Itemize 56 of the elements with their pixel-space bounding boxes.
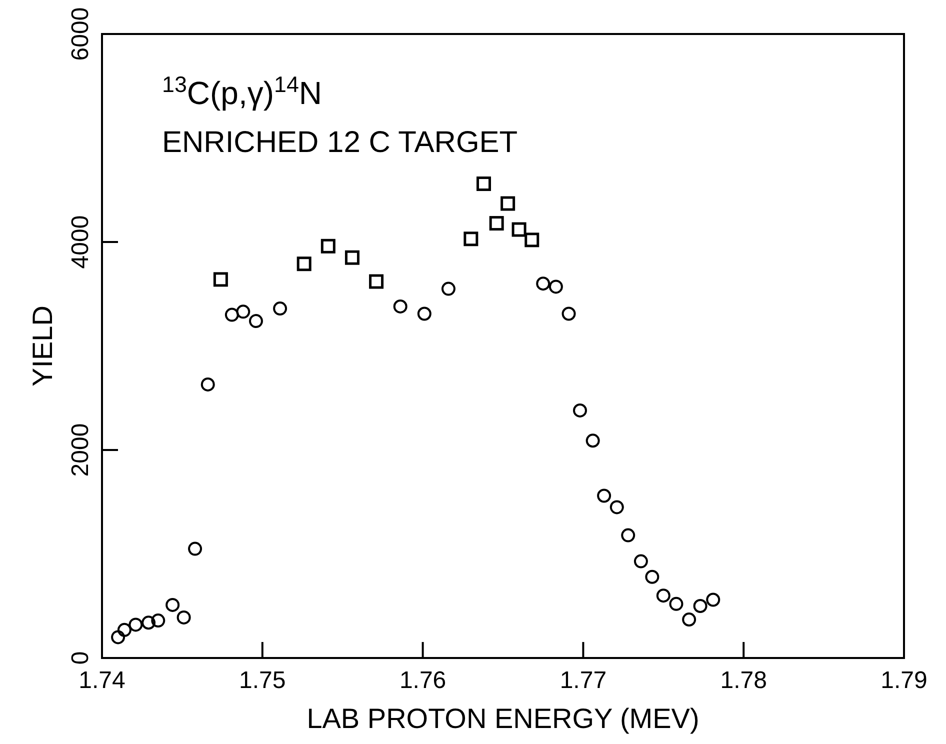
point: [548, 280, 563, 294]
point: [597, 488, 612, 503]
x-tick-label: 1.78: [720, 667, 767, 694]
point: [621, 528, 636, 542]
y-axis-title: YIELD: [27, 306, 58, 386]
x-axis-title: LAB PROTON ENERGY (MEV): [306, 703, 700, 734]
point: [586, 434, 600, 448]
point: [142, 616, 156, 630]
point: [111, 630, 126, 644]
point: [151, 614, 166, 628]
text: ENRICHED 12 C TARGET: [162, 126, 518, 159]
point: [706, 592, 720, 607]
point: [669, 596, 684, 611]
point: [476, 176, 491, 192]
point: [524, 232, 540, 248]
point: [682, 612, 696, 627]
point: [656, 588, 670, 603]
x-tick-label: 1.77: [560, 667, 607, 694]
point: [464, 232, 478, 246]
point: [634, 554, 648, 568]
point: [369, 274, 384, 289]
y-tick-label: 6000: [67, 7, 94, 61]
x-tick-label: 1.76: [399, 667, 446, 694]
point: [536, 276, 550, 291]
point: [393, 299, 408, 314]
point: [562, 306, 576, 321]
point: [200, 377, 215, 392]
point: [296, 256, 312, 272]
point: [224, 308, 239, 322]
point: [610, 500, 624, 514]
point: [441, 282, 456, 296]
point: [117, 622, 132, 637]
point: [417, 306, 432, 321]
point: [500, 196, 516, 211]
point: [320, 238, 336, 254]
point: [188, 542, 202, 556]
point: [236, 304, 250, 319]
y-tick-label: 0: [67, 651, 94, 665]
y-tick-label: 2000: [67, 423, 94, 477]
point: [344, 250, 360, 265]
point: [572, 403, 587, 418]
y-tick-label: 4000: [67, 215, 94, 269]
point: [213, 272, 228, 287]
point: [176, 610, 191, 624]
point: [693, 599, 708, 613]
x-tick-label: 1.75: [239, 667, 286, 694]
x-tick-label: 1.74: [78, 667, 126, 694]
point: [128, 618, 143, 632]
point: [166, 598, 180, 612]
point: [645, 570, 660, 584]
point: [248, 314, 263, 328]
point: [512, 222, 526, 237]
point: [489, 216, 504, 231]
text: $^{13}$C(p,γ)$^{14}$N: [162, 72, 322, 111]
x-tick-label: 1.79: [880, 667, 928, 694]
point: [273, 302, 288, 316]
